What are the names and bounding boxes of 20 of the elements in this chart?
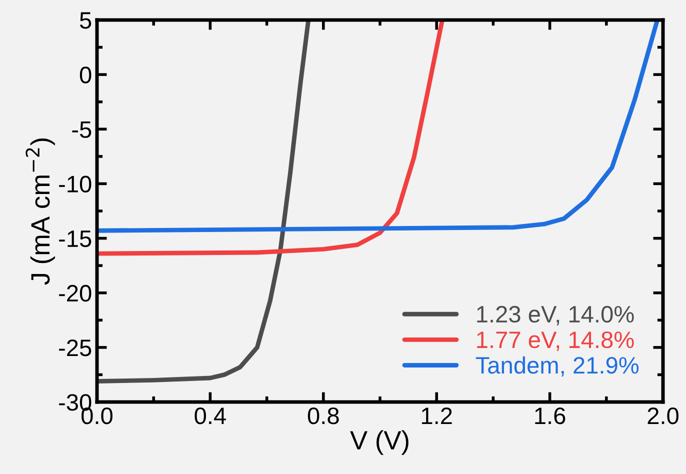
y-axis-title: J (mA cm$^{−2}$) — [26, 138, 55, 285]
y-tick-label: -15 — [59, 230, 92, 248]
x-tick-label: 2.0 — [648, 407, 678, 424]
y-tick-label: 0 — [80, 66, 92, 84]
legend-label: Tandem, 21.9% — [476, 356, 639, 377]
line-series — [97, 20, 444, 256]
y-tick-label: -25 — [59, 339, 92, 356]
y-tick-label: -10 — [59, 176, 92, 192]
x-tick-label: 0.4 — [194, 407, 226, 424]
x-tick-label: 1.2 — [422, 407, 452, 424]
legend-label: 1.23 eV, 14.0% — [477, 306, 634, 326]
y-tick-label: -5 — [72, 121, 92, 138]
x-tick-label: 0.8 — [308, 407, 339, 424]
y-tick-label: 5 — [80, 12, 92, 29]
x-axis-title: V (V) — [350, 430, 408, 455]
y-tick-label: -20 — [59, 284, 92, 302]
legend-label: 1.77 eV, 14.8% — [477, 331, 634, 351]
x-tick-label: 1.6 — [535, 407, 566, 424]
line-series — [97, 20, 311, 384]
line-series — [97, 20, 660, 233]
